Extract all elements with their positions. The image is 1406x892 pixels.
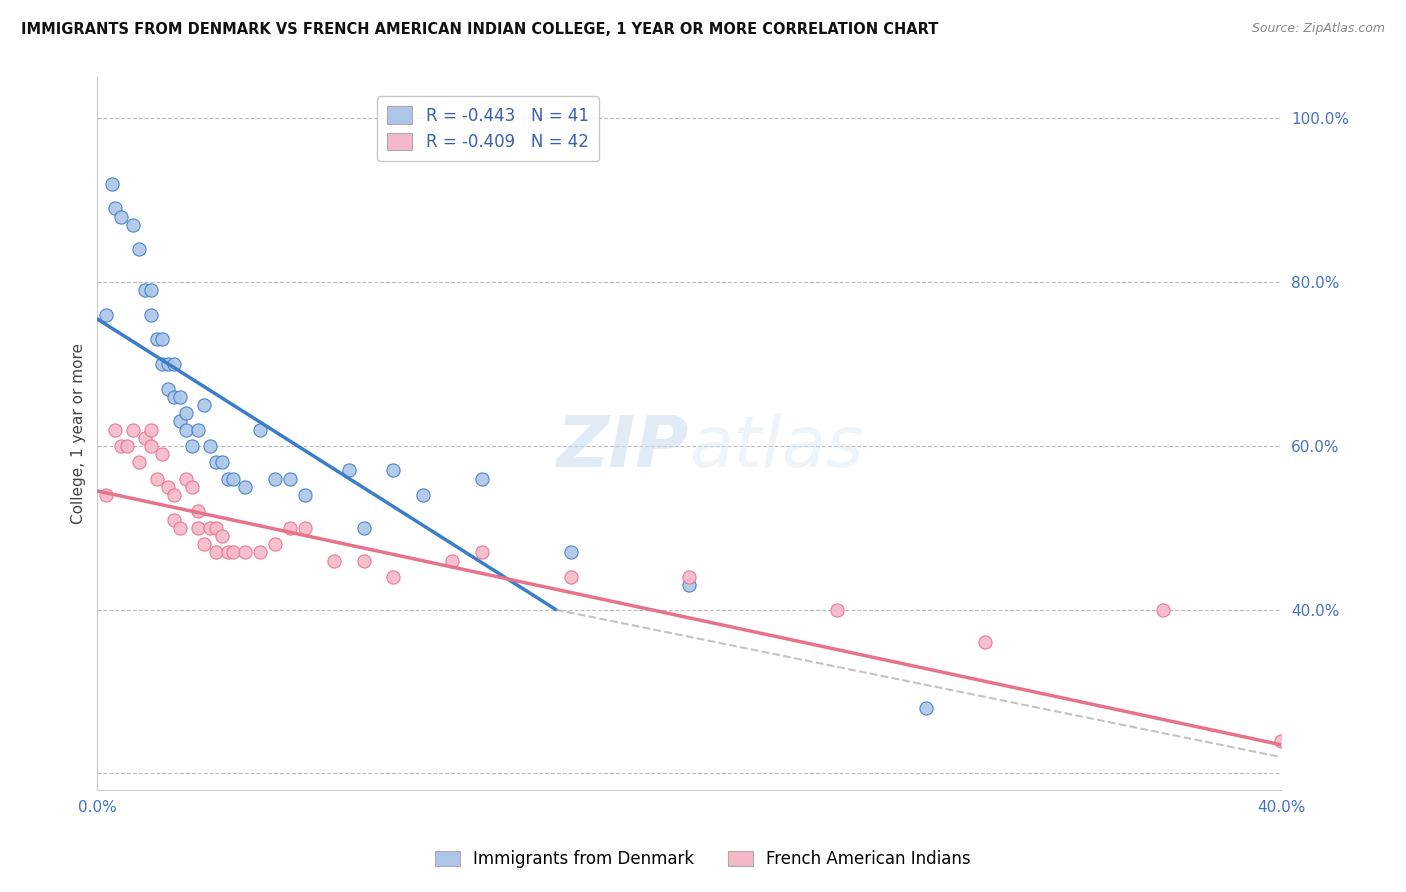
Point xyxy=(104,202,127,216)
Point xyxy=(294,488,316,502)
Point xyxy=(382,570,405,584)
Point xyxy=(204,521,226,535)
Point xyxy=(134,431,156,445)
Point xyxy=(193,398,215,412)
Point xyxy=(678,570,700,584)
Point xyxy=(294,521,316,535)
Point xyxy=(198,521,221,535)
Point xyxy=(1270,733,1292,747)
Point xyxy=(204,545,226,559)
Point xyxy=(337,463,360,477)
Point xyxy=(249,423,271,437)
Point xyxy=(471,545,494,559)
Point xyxy=(169,521,191,535)
Point xyxy=(174,423,197,437)
Point xyxy=(181,480,204,494)
Point xyxy=(169,390,191,404)
Point xyxy=(353,521,375,535)
Point xyxy=(560,545,582,559)
Point xyxy=(233,480,256,494)
Point xyxy=(471,472,494,486)
Point xyxy=(217,472,239,486)
Point xyxy=(121,218,143,232)
Point xyxy=(163,513,186,527)
Point xyxy=(187,504,209,518)
Point xyxy=(121,423,143,437)
Point xyxy=(264,472,287,486)
Point xyxy=(204,455,226,469)
Point xyxy=(211,455,233,469)
Point xyxy=(110,439,132,453)
Text: ZIP: ZIP xyxy=(557,413,689,483)
Point xyxy=(181,439,204,453)
Point xyxy=(101,177,124,191)
Point xyxy=(211,529,233,543)
Point xyxy=(139,439,162,453)
Point xyxy=(915,701,938,715)
Point xyxy=(96,488,118,502)
Point xyxy=(174,406,197,420)
Point xyxy=(187,521,209,535)
Point xyxy=(174,472,197,486)
Point xyxy=(233,545,256,559)
Legend: R = -0.443   N = 41, R = -0.409   N = 42: R = -0.443 N = 41, R = -0.409 N = 42 xyxy=(377,96,599,161)
Point xyxy=(353,553,375,567)
Point xyxy=(169,414,191,428)
Point xyxy=(134,283,156,297)
Point xyxy=(145,333,167,347)
Point xyxy=(974,635,997,649)
Point xyxy=(104,423,127,437)
Point xyxy=(163,488,186,502)
Point xyxy=(678,578,700,592)
Legend: Immigrants from Denmark, French American Indians: Immigrants from Denmark, French American… xyxy=(429,844,977,875)
Point xyxy=(115,439,138,453)
Point xyxy=(163,357,186,371)
Point xyxy=(560,570,582,584)
Point xyxy=(139,283,162,297)
Point xyxy=(198,439,221,453)
Point xyxy=(152,447,174,461)
Point xyxy=(128,455,150,469)
Point xyxy=(382,463,405,477)
Point xyxy=(157,382,180,396)
Point xyxy=(278,472,301,486)
Point xyxy=(222,545,245,559)
Point xyxy=(110,210,132,224)
Point xyxy=(96,308,118,322)
Point xyxy=(1152,603,1174,617)
Point xyxy=(825,603,848,617)
Point xyxy=(139,423,162,437)
Point xyxy=(441,553,464,567)
Point xyxy=(249,545,271,559)
Point xyxy=(145,472,167,486)
Point xyxy=(323,553,346,567)
Point xyxy=(193,537,215,551)
Point xyxy=(157,357,180,371)
Point xyxy=(412,488,434,502)
Y-axis label: College, 1 year or more: College, 1 year or more xyxy=(72,343,86,524)
Point xyxy=(187,423,209,437)
Text: Source: ZipAtlas.com: Source: ZipAtlas.com xyxy=(1251,22,1385,36)
Point xyxy=(139,308,162,322)
Point xyxy=(152,333,174,347)
Point xyxy=(278,521,301,535)
Point xyxy=(152,357,174,371)
Point xyxy=(222,472,245,486)
Point xyxy=(264,537,287,551)
Point xyxy=(157,480,180,494)
Text: IMMIGRANTS FROM DENMARK VS FRENCH AMERICAN INDIAN COLLEGE, 1 YEAR OR MORE CORREL: IMMIGRANTS FROM DENMARK VS FRENCH AMERIC… xyxy=(21,22,938,37)
Point xyxy=(128,243,150,257)
Text: atlas: atlas xyxy=(689,413,863,483)
Point xyxy=(163,390,186,404)
Point xyxy=(217,545,239,559)
